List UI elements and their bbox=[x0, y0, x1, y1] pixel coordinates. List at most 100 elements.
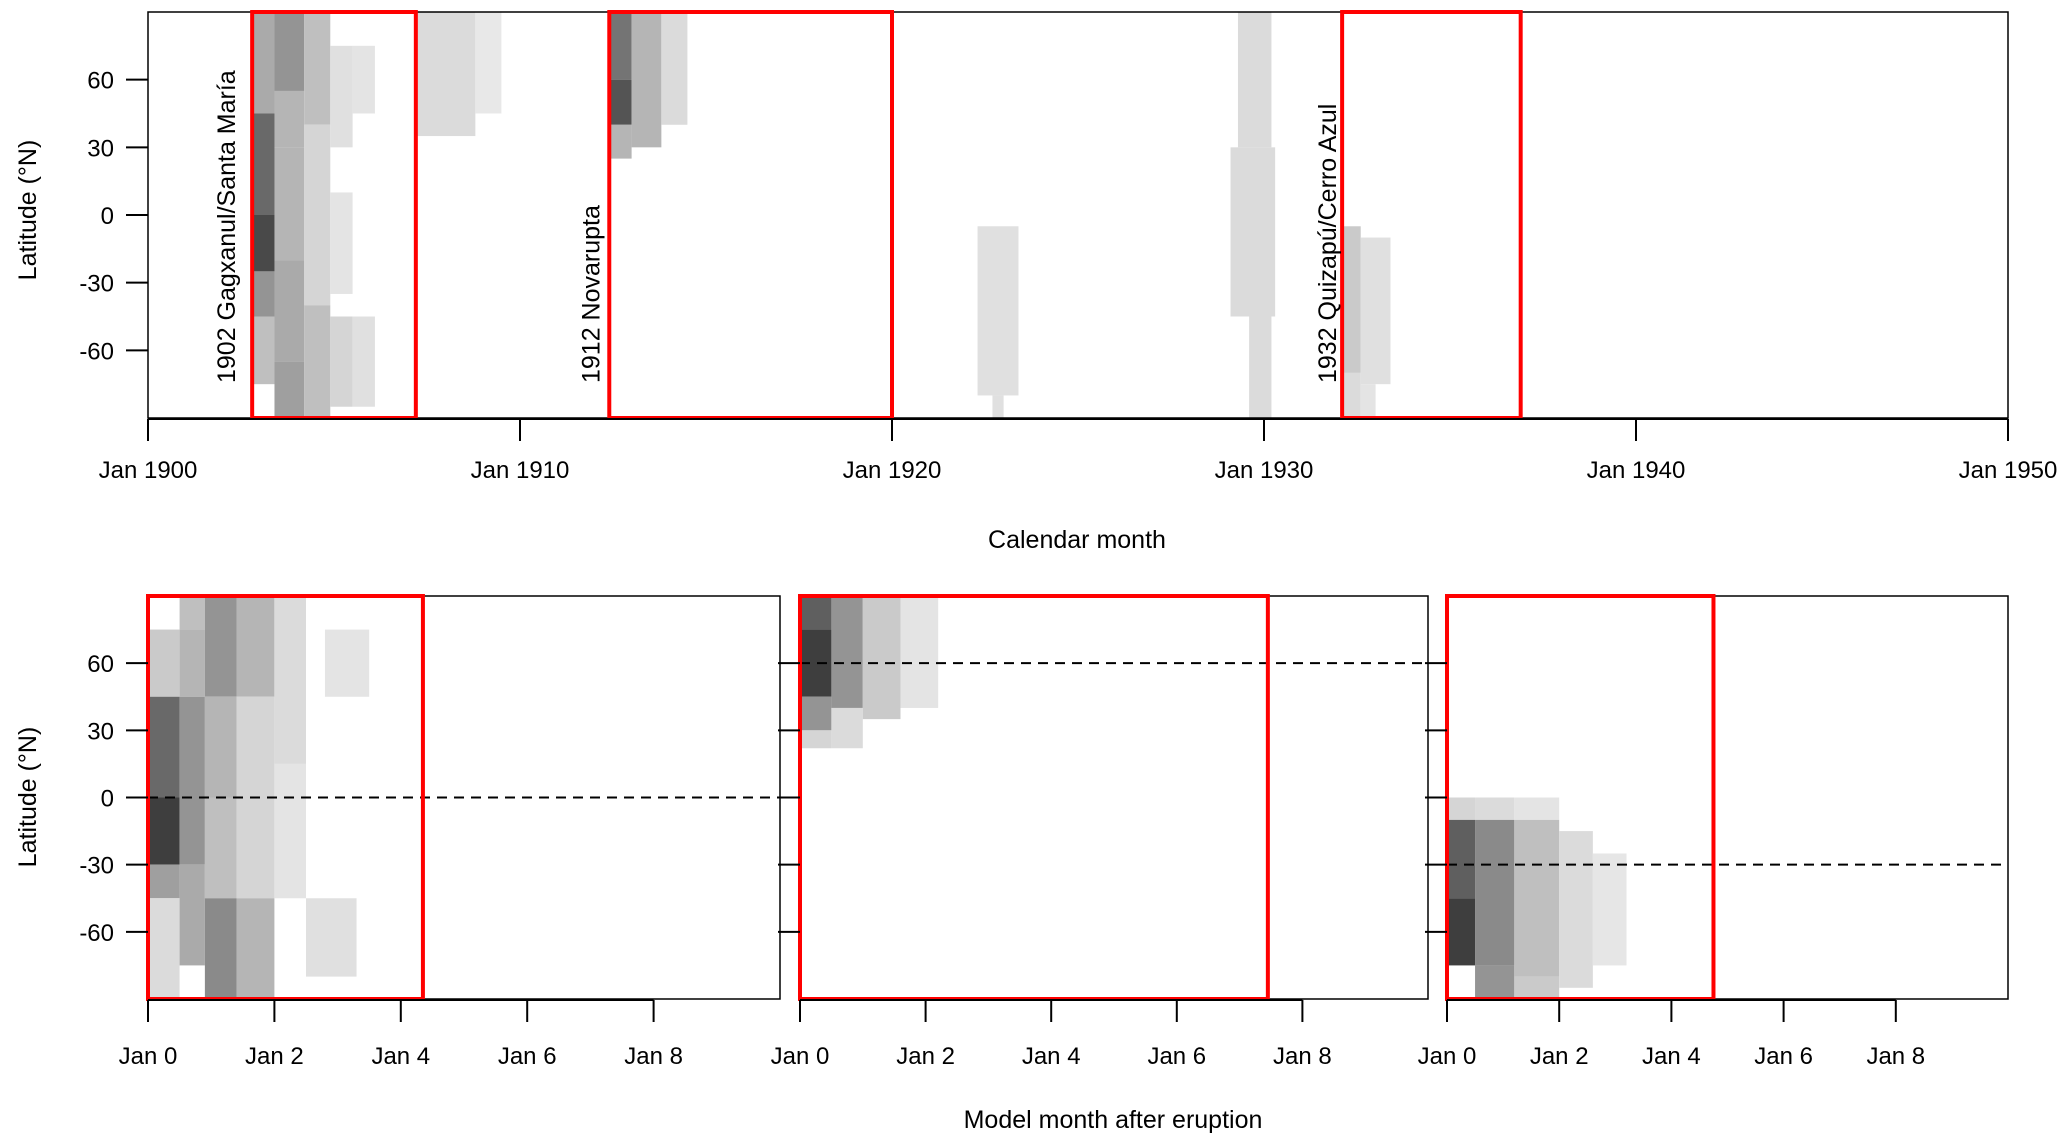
x-tick-label: Jan 2 bbox=[1530, 1043, 1589, 1070]
heatmap-cell bbox=[1592, 853, 1627, 966]
heatmap-cell bbox=[1475, 965, 1515, 999]
heatmap-cell bbox=[1342, 226, 1361, 373]
heatmap-cell bbox=[1230, 147, 1276, 317]
heatmap-cell bbox=[148, 898, 180, 999]
x-tick-label: Jan 4 bbox=[1642, 1043, 1701, 1070]
heatmap-cell bbox=[179, 797, 205, 865]
heatmap-cell bbox=[330, 192, 353, 294]
heatmap-cell bbox=[236, 898, 275, 999]
heatmap-cell bbox=[274, 12, 305, 91]
heatmap-cell bbox=[1514, 797, 1560, 820]
heatmap-cell bbox=[1342, 372, 1361, 418]
heatmap-cell bbox=[1475, 797, 1515, 820]
heatmap-cell bbox=[609, 124, 632, 159]
heatmap-cell bbox=[179, 629, 205, 697]
x-tick-label: Jan 2 bbox=[245, 1043, 304, 1070]
heatmap-cell bbox=[609, 12, 632, 80]
heatmap-cell bbox=[304, 124, 331, 306]
heatmap-cell bbox=[352, 45, 375, 114]
heatmap-cell bbox=[831, 596, 863, 708]
heatmap-cell bbox=[252, 12, 275, 114]
eruption-annotation: 1902 Gagxanul/Santa María bbox=[213, 70, 241, 383]
heatmap-cell bbox=[274, 147, 305, 261]
heatmap-cell bbox=[324, 629, 370, 697]
heatmap-cell bbox=[1475, 819, 1515, 966]
y-tick-label: 30 bbox=[87, 718, 114, 745]
calendar-heatmap-panel: Jan 1900 Jan 1910 Jan 1920 Jan 1930 Jan 1940… bbox=[79, 10, 2058, 484]
x-tick-label: Jan 6 bbox=[1147, 1043, 1206, 1070]
heatmap-cell bbox=[304, 12, 331, 125]
heatmap-cell bbox=[252, 215, 275, 272]
heatmap-cell bbox=[330, 45, 353, 148]
bottom-x-axis-label: Model month after eruption bbox=[964, 1106, 1263, 1134]
model-heatmap-panel-equatorial: Jan 0 Jan 2 Jan 4 Jan 6 Jan 8 60 30 0 -30 -60 bbox=[79, 594, 781, 1070]
x-tick-label: Jan 8 bbox=[1866, 1043, 1925, 1070]
x-tick-label: Jan 1920 bbox=[843, 457, 942, 484]
heatmap-cell bbox=[204, 898, 237, 999]
heatmap-cell bbox=[800, 696, 832, 731]
heatmap-cell bbox=[148, 696, 180, 798]
model-heatmap-panel-high-latitude: Jan 0 Jan 2 Jan 4 Jan 6 Jan 8 bbox=[771, 594, 1429, 1070]
heatmap-cell bbox=[1237, 12, 1272, 148]
heatmap-cell bbox=[862, 596, 901, 720]
heatmap-cell bbox=[179, 596, 205, 630]
x-tick-label: Jan 1940 bbox=[1587, 457, 1686, 484]
heatmap-cell bbox=[977, 226, 1019, 396]
x-tick-label: Jan 4 bbox=[1022, 1043, 1081, 1070]
heatmap-cell bbox=[274, 596, 306, 764]
x-tick-label: Jan 6 bbox=[498, 1043, 557, 1070]
heatmap-cell bbox=[631, 12, 662, 148]
heatmap-cell bbox=[179, 696, 205, 798]
heatmap-cell bbox=[304, 305, 331, 418]
eruption-annotation: 1912 Novarupta bbox=[578, 205, 606, 383]
heatmap-cell bbox=[204, 696, 237, 798]
y-tick-label: 60 bbox=[87, 68, 114, 95]
x-tick-label: Jan 8 bbox=[1273, 1043, 1332, 1070]
heatmap-cell bbox=[236, 696, 275, 798]
bottom-y-axis-label: Latitude (°N) bbox=[14, 727, 42, 868]
x-tick-label: Jan 1900 bbox=[99, 457, 198, 484]
heatmap-cell bbox=[475, 12, 502, 114]
y-tick-label: -60 bbox=[79, 338, 114, 365]
heatmap-cell bbox=[148, 864, 180, 899]
heatmap-cell bbox=[609, 79, 632, 125]
y-tick-label: 30 bbox=[87, 135, 114, 162]
heatmap-cell bbox=[236, 596, 275, 697]
heatmap-cell bbox=[204, 596, 237, 697]
heatmap-cell bbox=[992, 395, 1004, 418]
heatmap-cell bbox=[204, 797, 237, 899]
heatmap-cell bbox=[1447, 898, 1476, 966]
x-tick-label: Jan 1910 bbox=[471, 457, 570, 484]
x-tick-label: Jan 0 bbox=[1418, 1043, 1477, 1070]
x-tick-label: Jan 6 bbox=[1754, 1043, 1813, 1070]
y-tick-label: -30 bbox=[79, 853, 114, 880]
heatmap-cell bbox=[236, 797, 275, 899]
heatmap-cell bbox=[330, 316, 353, 407]
heatmap-cell bbox=[274, 763, 306, 899]
y-tick-label: -60 bbox=[79, 920, 114, 947]
x-tick-label: Jan 0 bbox=[119, 1043, 178, 1070]
heatmap-cell bbox=[274, 361, 305, 418]
heatmap-cell bbox=[1447, 819, 1476, 899]
heatmap-cell bbox=[800, 596, 832, 630]
x-tick-label: Jan 1950 bbox=[1959, 457, 2058, 484]
heatmap-cell bbox=[252, 316, 275, 385]
x-tick-label: Jan 2 bbox=[896, 1043, 955, 1070]
heatmap-cell bbox=[252, 113, 275, 215]
heatmap-cell bbox=[415, 12, 476, 137]
heatmap-cell bbox=[148, 797, 180, 865]
heatmap-cell bbox=[1249, 316, 1272, 418]
x-tick-label: Jan 1930 bbox=[1215, 457, 1314, 484]
heatmap-cell bbox=[148, 629, 180, 697]
eruption-annotation: 1932 Quizapú/Cerro Azul bbox=[1314, 104, 1342, 383]
heatmap-cell bbox=[900, 596, 939, 708]
heatmap-cell bbox=[661, 12, 688, 125]
heatmap-cell bbox=[1447, 797, 1476, 820]
heatmap-cell bbox=[274, 260, 305, 362]
y-tick-label: 0 bbox=[101, 786, 114, 813]
top-y-axis-label: Latitude (°N) bbox=[14, 140, 42, 281]
heatmap-cell bbox=[1360, 237, 1391, 385]
heatmap-cell bbox=[800, 730, 832, 749]
heatmap-cell bbox=[1514, 976, 1560, 999]
top-x-axis-label: Calendar month bbox=[988, 526, 1166, 554]
